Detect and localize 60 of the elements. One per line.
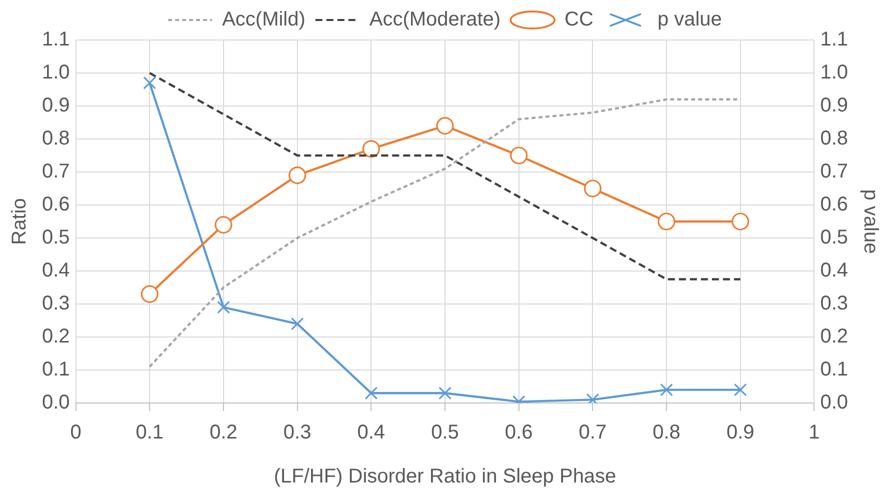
y-tick-label: 0.7 <box>42 160 70 183</box>
line-series <box>148 98 742 368</box>
y2-tick-label: 0.8 <box>820 128 848 150</box>
point <box>290 317 304 330</box>
x-tick-label: 0 <box>70 422 82 444</box>
y2-tick-label: 0.9 <box>820 94 848 117</box>
y2-tick-label: 0.4 <box>820 260 848 282</box>
point <box>288 166 306 184</box>
y-tick-label: 0.0 <box>42 392 70 414</box>
y2-tick-label: 1.1 <box>820 28 848 51</box>
y-tick-label: 1.1 <box>42 28 70 51</box>
y2-axis-title: p value <box>859 189 882 254</box>
y2-tick-label: 0.3 <box>820 292 848 315</box>
line-series <box>148 72 742 280</box>
point <box>658 212 676 230</box>
y2-tick-label: 0.7 <box>820 160 848 183</box>
point <box>364 386 378 400</box>
point <box>143 76 156 90</box>
point <box>436 117 454 135</box>
y2-tick-label: 0.0 <box>820 392 848 414</box>
y-axis-title: Ratio <box>8 198 31 245</box>
legend-label: CC <box>564 8 594 31</box>
point <box>140 285 158 303</box>
x-axis-title: (LF/HF) Disorder Ratio in Sleep Phase <box>274 466 616 488</box>
y-tick-label: 1.0 <box>42 62 70 84</box>
point <box>214 216 232 234</box>
y-tick-label: 0.2 <box>42 326 70 348</box>
x-tick-label: 0.9 <box>726 422 754 444</box>
x-tick-label: 0.6 <box>504 422 533 444</box>
point <box>510 146 528 164</box>
x-tick-label: 0.5 <box>431 422 459 444</box>
x-tick-label: 0.8 <box>652 422 680 444</box>
x-tick-label: 0.2 <box>210 422 238 444</box>
point <box>362 140 380 158</box>
point <box>734 383 747 396</box>
point <box>217 300 230 314</box>
point <box>438 386 452 400</box>
x-tick-label: 1 <box>808 422 820 444</box>
y-tick-label: 0.4 <box>42 260 70 282</box>
legend-label: p value <box>657 8 722 31</box>
x-tick-label: 0.3 <box>283 422 312 444</box>
y-tick-label: 0.3 <box>42 292 70 315</box>
y2-tick-label: 0.5 <box>820 226 848 249</box>
x-tick-label: 0.4 <box>357 422 386 444</box>
legend-label: Acc(Moderate) <box>369 8 501 31</box>
y-tick-label: 0.1 <box>42 358 70 381</box>
y2-tick-label: 0.1 <box>820 358 848 381</box>
y2-tick-label: 0.2 <box>820 326 848 348</box>
y-tick-label: 0.5 <box>42 226 70 249</box>
y-tick-label: 0.9 <box>42 94 70 117</box>
point <box>660 383 673 396</box>
y-tick-label: 0.8 <box>42 128 70 150</box>
legend-label: Acc(Mild) <box>222 8 306 31</box>
y-tick-label: 0.6 <box>42 194 70 216</box>
x-tick-label: 0.1 <box>136 422 164 444</box>
point <box>584 180 602 198</box>
point <box>732 212 750 230</box>
y2-tick-label: 1.0 <box>820 62 848 84</box>
y2-tick-label: 0.6 <box>820 194 848 216</box>
x-tick-label: 0.7 <box>578 422 607 444</box>
